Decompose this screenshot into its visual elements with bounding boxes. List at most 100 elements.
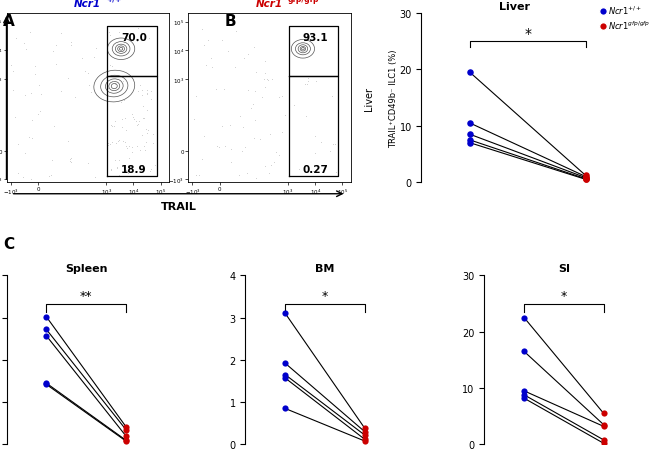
Point xyxy=(599,436,609,444)
Point xyxy=(274,94,284,101)
Point xyxy=(123,169,133,177)
Point xyxy=(110,118,120,125)
Point xyxy=(465,120,475,127)
Title: Spleen: Spleen xyxy=(65,263,107,274)
Title: BM: BM xyxy=(315,263,335,274)
Point xyxy=(105,166,116,174)
Point xyxy=(280,375,291,382)
Text: +/+: +/+ xyxy=(106,0,121,4)
Point xyxy=(83,70,93,78)
Point xyxy=(150,162,160,169)
Point xyxy=(141,90,151,97)
Point xyxy=(27,117,37,125)
Point xyxy=(331,169,341,176)
Point xyxy=(109,156,120,164)
Point xyxy=(260,84,270,91)
Point xyxy=(30,71,40,79)
Point xyxy=(70,94,81,102)
Point xyxy=(294,166,304,174)
Point xyxy=(197,26,207,34)
Point xyxy=(24,134,34,141)
Point xyxy=(135,81,145,89)
Point xyxy=(280,371,291,379)
Point xyxy=(80,68,90,75)
Point xyxy=(148,131,158,138)
Point xyxy=(250,88,261,95)
Point xyxy=(121,438,131,445)
Point xyxy=(139,115,150,122)
Point xyxy=(29,63,40,71)
Point xyxy=(103,142,113,149)
Point xyxy=(108,78,118,86)
Point xyxy=(112,164,122,172)
Point xyxy=(203,37,213,44)
Point xyxy=(580,174,591,181)
Point xyxy=(121,437,131,444)
Point xyxy=(260,163,270,170)
Point xyxy=(121,432,131,440)
Point xyxy=(302,81,313,89)
Point xyxy=(77,55,87,62)
Point xyxy=(229,64,240,71)
Point xyxy=(121,143,131,150)
Point xyxy=(197,156,207,163)
Point xyxy=(251,69,261,77)
Point xyxy=(19,40,29,48)
Point xyxy=(136,165,146,173)
Point xyxy=(138,143,149,150)
Point xyxy=(124,155,135,162)
Point xyxy=(56,88,66,95)
Point xyxy=(301,113,311,120)
Point xyxy=(124,143,134,150)
Point xyxy=(11,35,21,43)
Point xyxy=(102,140,112,148)
Point xyxy=(142,91,152,99)
Point xyxy=(599,410,609,417)
Point xyxy=(316,139,326,146)
Point xyxy=(12,169,23,177)
Point xyxy=(132,143,142,150)
Y-axis label: TRAIL⁺CD49b⁻ ILC1 (%): TRAIL⁺CD49b⁻ ILC1 (%) xyxy=(389,49,398,147)
Point xyxy=(580,176,591,184)
Point xyxy=(264,170,274,177)
Point xyxy=(328,141,338,148)
Point xyxy=(34,82,44,90)
Point xyxy=(136,92,147,100)
Point xyxy=(90,174,101,181)
Point xyxy=(359,438,370,445)
Text: *: * xyxy=(561,290,567,303)
Point xyxy=(519,348,529,355)
Text: TRAIL: TRAIL xyxy=(161,201,196,211)
Point xyxy=(138,103,149,110)
Point xyxy=(106,167,116,175)
Point xyxy=(48,49,58,56)
Point xyxy=(250,118,261,125)
Point xyxy=(65,158,75,165)
Point xyxy=(144,169,155,176)
Point xyxy=(309,150,320,158)
Point xyxy=(105,122,116,129)
Point xyxy=(49,123,60,131)
Point xyxy=(205,55,216,63)
Point xyxy=(126,168,136,175)
Point xyxy=(519,314,529,321)
Point xyxy=(289,102,299,109)
Point xyxy=(41,326,51,333)
Point xyxy=(580,175,591,183)
Point xyxy=(133,121,143,128)
Point xyxy=(359,428,370,436)
Point xyxy=(148,139,158,147)
Point xyxy=(120,114,131,122)
Point xyxy=(519,391,529,399)
Point xyxy=(465,140,475,147)
Point xyxy=(212,143,222,150)
Point xyxy=(132,122,142,130)
Point xyxy=(199,133,209,141)
Point xyxy=(249,135,259,142)
Point xyxy=(51,62,61,69)
Point xyxy=(114,137,125,144)
Point xyxy=(9,114,20,122)
Point xyxy=(107,98,117,105)
Point xyxy=(246,105,256,112)
Point xyxy=(257,94,268,102)
